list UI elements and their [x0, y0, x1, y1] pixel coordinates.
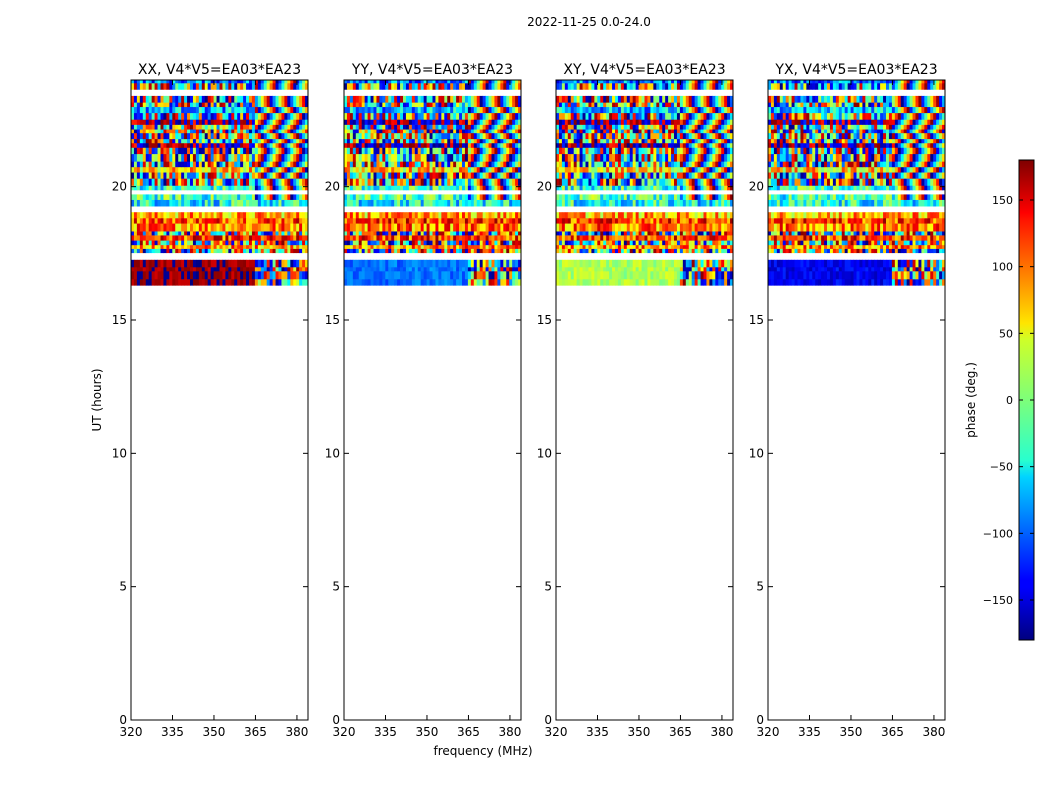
x-tick-label: 320 — [333, 725, 356, 739]
y-tick-label: 20 — [112, 180, 127, 194]
y-tick-label: 0 — [756, 713, 764, 727]
y-tick-label: 5 — [332, 580, 340, 594]
x-tick-label: 350 — [840, 725, 863, 739]
y-tick-label: 10 — [325, 446, 340, 460]
colorbar-tick-label: 100 — [992, 261, 1013, 274]
figure-suptitle: 2022-11-25 0.0-24.0 — [527, 15, 651, 29]
panel-frame-2 — [555, 79, 734, 721]
colorbar-tick-label: 0 — [1006, 394, 1013, 407]
colorbar-tick-label: −100 — [983, 527, 1013, 540]
y-tick-label: 15 — [537, 313, 552, 327]
y-tick-label: 20 — [325, 180, 340, 194]
y-tick-label: 10 — [537, 446, 552, 460]
x-tick-label: 380 — [498, 725, 521, 739]
x-tick-label: 320 — [757, 725, 780, 739]
panel-0: XX, V4*V5=EA03*EA23 320 335 350 365 380 0 5 10 15… — [112, 62, 309, 739]
y-tick-label: 0 — [119, 713, 127, 727]
y-tick-label: 0 — [332, 713, 340, 727]
x-tick-label: 350 — [203, 725, 226, 739]
panel-title-1: YY, V4*V5=EA03*EA23 — [351, 62, 513, 78]
x-tick-label: 350 — [628, 725, 651, 739]
x-tick-label: 365 — [244, 725, 267, 739]
y-tick-label: 5 — [544, 580, 552, 594]
y-tick-label: 15 — [749, 313, 764, 327]
colorbar-tick-label: −150 — [983, 594, 1013, 607]
y-axis-label: UT (hours) — [90, 368, 104, 431]
y-tick-label: 10 — [112, 446, 127, 460]
y-tick-label: 20 — [749, 180, 764, 194]
y-tick-label: 0 — [544, 713, 552, 727]
colorbar-tick-label: 50 — [999, 327, 1013, 340]
x-tick-label: 365 — [669, 725, 692, 739]
panel-frame-1 — [343, 79, 522, 721]
panel-frame-3 — [767, 79, 946, 721]
panel-title-3: YX, V4*V5=EA03*EA23 — [774, 62, 937, 78]
heatmap-image-2 — [556, 80, 733, 286]
panel-2: XY, V4*V5=EA03*EA23 320 335 350 365 380 0 5 10 15… — [537, 62, 734, 739]
y-tick-label: 10 — [749, 446, 764, 460]
x-tick-label: 365 — [457, 725, 480, 739]
panels-group: XX, V4*V5=EA03*EA23 320 335 350 365 380 0 5 10 15… — [112, 62, 946, 739]
panel-frame-0 — [130, 79, 309, 721]
y-tick-label: 20 — [537, 180, 552, 194]
y-tick-label: 15 — [325, 313, 340, 327]
x-tick-label: 350 — [416, 725, 439, 739]
colorbar-ticks: −150 −100 −50 0 50 100 150 — [983, 194, 1034, 607]
colorbar-tick-label: −50 — [990, 461, 1013, 474]
x-tick-label: 365 — [881, 725, 904, 739]
y-tick-label: 15 — [112, 313, 127, 327]
heatmap-image-3 — [768, 80, 945, 286]
panel-title-2: XY, V4*V5=EA03*EA23 — [563, 62, 725, 78]
x-tick-label: 335 — [161, 725, 184, 739]
x-tick-label: 380 — [922, 725, 945, 739]
x-tick-label: 335 — [374, 725, 397, 739]
y-tick-label: 5 — [756, 580, 764, 594]
x-tick-label: 335 — [798, 725, 821, 739]
y-tick-label: 5 — [119, 580, 127, 594]
colorbar-tick-label: 150 — [992, 194, 1013, 207]
x-tick-label: 380 — [285, 725, 308, 739]
x-axis-label: frequency (MHz) — [433, 744, 532, 758]
x-tick-label: 335 — [586, 725, 609, 739]
colorbar-label: phase (deg.) — [964, 362, 978, 438]
x-tick-label: 320 — [120, 725, 143, 739]
x-tick-label: 380 — [710, 725, 733, 739]
heatmap-image-1 — [344, 80, 521, 286]
panel-1: YY, V4*V5=EA03*EA23 320 335 350 365 380 0 5 10 15… — [325, 62, 522, 739]
panel-title-0: XX, V4*V5=EA03*EA23 — [138, 62, 301, 78]
colorbar: −150 −100 −50 0 50 100 150 phase (deg.) — [964, 159, 1035, 641]
heatmap-image-0 — [131, 80, 308, 286]
panel-3: YX, V4*V5=EA03*EA23 320 335 350 365 380 0 5 10 15… — [749, 62, 946, 739]
x-tick-label: 320 — [545, 725, 568, 739]
